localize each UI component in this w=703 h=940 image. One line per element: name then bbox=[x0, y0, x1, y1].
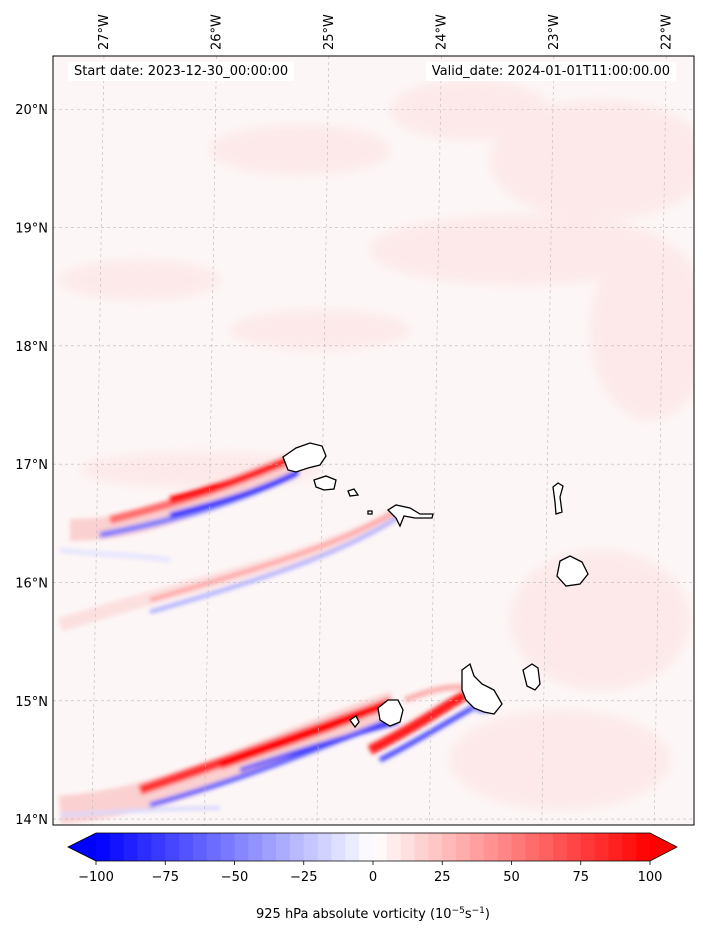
colorbar-segment bbox=[345, 833, 360, 861]
colorbar-segment bbox=[220, 833, 235, 861]
colorbar-segment bbox=[525, 833, 540, 861]
latitude-tick-label: 15°N bbox=[15, 695, 48, 710]
colorbar-segment bbox=[303, 833, 319, 861]
colorbar-segment bbox=[109, 833, 125, 861]
colorbar-tick-label: 100 bbox=[638, 870, 663, 885]
colorbar-segment bbox=[234, 833, 249, 861]
colorbar-tick-label: −100 bbox=[78, 870, 114, 885]
island-santa-luzia bbox=[347, 488, 360, 497]
colorbar-segment bbox=[442, 833, 457, 861]
colorbar-tick-label: 75 bbox=[572, 870, 589, 885]
colorbar-segment bbox=[469, 833, 485, 861]
colorbar-label: 925 hPa absolute vorticity (10−5s−1) bbox=[256, 906, 490, 922]
colorbar-segment bbox=[123, 833, 139, 861]
colorbar-segment bbox=[165, 833, 180, 861]
latitude-tick-label: 17°N bbox=[15, 458, 48, 473]
meridian-gridline bbox=[429, 56, 442, 825]
longitude-tick-labels: 27°W 26°W 25°W 24°W 23°W 22°W bbox=[97, 14, 674, 50]
island-fogo bbox=[377, 699, 404, 727]
island-sao-vicente bbox=[313, 475, 337, 491]
island-santo-antao bbox=[282, 442, 327, 473]
island-sao-nicolau bbox=[386, 504, 434, 528]
colorbar-segment bbox=[580, 833, 596, 861]
longitude-tick-label: 27°W bbox=[97, 14, 112, 50]
colorbar-segment bbox=[428, 833, 443, 861]
coastlines bbox=[282, 442, 589, 729]
longitude-tick-label: 22°W bbox=[659, 14, 674, 50]
latitude-tick-label: 18°N bbox=[15, 340, 48, 355]
island-santiago bbox=[461, 662, 503, 715]
colorbar-segment bbox=[262, 833, 277, 861]
longitude-tick-label: 26°W bbox=[209, 14, 224, 50]
latitude-tick-label: 20°N bbox=[15, 103, 48, 118]
map-frame bbox=[52, 55, 695, 826]
colorbar-tick-label: 25 bbox=[434, 870, 451, 885]
colorbar bbox=[67, 832, 678, 862]
colorbar-segment bbox=[359, 833, 374, 861]
colorbar-segment bbox=[414, 833, 429, 861]
colorbar-segment bbox=[179, 833, 194, 861]
gridlines bbox=[53, 56, 694, 825]
latitude-tick-label: 16°N bbox=[15, 576, 48, 591]
colorbar-tick-label: −75 bbox=[152, 870, 179, 885]
colorbar-segment bbox=[553, 833, 568, 861]
longitude-tick-label: 23°W bbox=[547, 14, 562, 50]
colorbar-segment bbox=[96, 833, 111, 861]
colorbar-segment bbox=[622, 833, 637, 861]
colorbar-segment bbox=[137, 833, 152, 861]
latitude-tick-label: 14°N bbox=[15, 813, 48, 828]
colorbar-segment bbox=[248, 833, 263, 861]
island-maio bbox=[522, 663, 541, 691]
latitude-tick-labels: 14°N 15°N 16°N 17°N 18°N 19°N 20°N bbox=[15, 103, 48, 828]
island-islet bbox=[367, 510, 373, 515]
vorticity-field bbox=[57, 80, 694, 824]
colorbar-tick-label: −25 bbox=[290, 870, 317, 885]
colorbar-tick-label: 50 bbox=[503, 870, 520, 885]
colorbar-segment bbox=[331, 833, 346, 861]
colorbar-segment bbox=[317, 833, 332, 861]
colorbar-segment bbox=[566, 833, 582, 861]
meridian-gridline bbox=[316, 56, 330, 825]
island-boa-vista bbox=[556, 555, 589, 587]
meridian-gridline bbox=[653, 56, 667, 825]
meridian-gridline bbox=[541, 56, 555, 825]
colorbar-segment bbox=[608, 833, 623, 861]
colorbar-segment bbox=[483, 833, 499, 861]
island-sal bbox=[552, 482, 564, 515]
colorbar-segment bbox=[289, 833, 305, 861]
colorbar-segment bbox=[400, 833, 416, 861]
meridian-gridline bbox=[204, 56, 217, 825]
longitude-tick-label: 24°W bbox=[434, 14, 449, 50]
colorbar-segment bbox=[151, 833, 166, 861]
colorbar-extend-max bbox=[650, 833, 677, 861]
colorbar-tick-label: 0 bbox=[369, 870, 377, 885]
colorbar-segment bbox=[373, 833, 388, 861]
island-brava bbox=[349, 715, 360, 729]
latitude-tick-label: 19°N bbox=[15, 222, 48, 237]
colorbar-segment bbox=[386, 833, 402, 861]
colorbar-ticks: −100 −75 −50 −25 0 25 50 75 100 bbox=[78, 861, 662, 885]
colorbar-extend-min bbox=[68, 833, 96, 861]
colorbar-segment bbox=[192, 833, 208, 861]
colorbar-segment bbox=[594, 833, 609, 861]
start-date-label: Start date: 2023-12-30_00:00:00 bbox=[68, 62, 295, 81]
background-patches bbox=[60, 80, 694, 810]
wake-streaks bbox=[57, 454, 498, 824]
colorbar-segment bbox=[539, 833, 554, 861]
colorbar-tick-label: −50 bbox=[221, 870, 248, 885]
colorbar-segment bbox=[206, 833, 222, 861]
meridian-gridline bbox=[91, 56, 105, 825]
valid-date-label: Valid_date: 2024-01-01T11:00:00.00 bbox=[425, 62, 676, 81]
colorbar-segment bbox=[276, 833, 291, 861]
colorbar-segment bbox=[497, 833, 512, 861]
colorbar-segment bbox=[511, 833, 526, 861]
colorbar-segment bbox=[456, 833, 471, 861]
colorbar-segment bbox=[636, 833, 651, 861]
longitude-tick-label: 25°W bbox=[322, 14, 337, 50]
